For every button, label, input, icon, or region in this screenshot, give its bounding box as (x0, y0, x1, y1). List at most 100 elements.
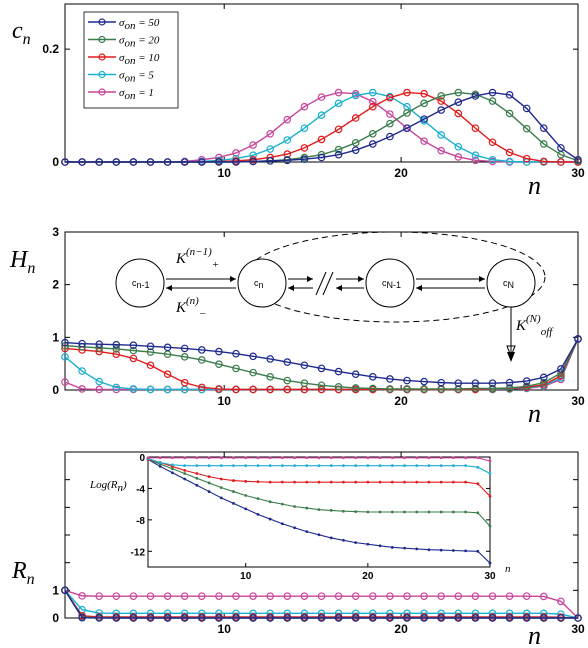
legend-entry-1: σon = 50 (119, 17, 160, 32)
data-point (574, 155, 582, 164)
data-point (334, 145, 343, 154)
legend-swatch-marker (98, 18, 106, 26)
inset-data-point (415, 456, 419, 460)
data-point (61, 586, 69, 595)
data-point (129, 346, 138, 355)
inset-data-point (244, 507, 248, 511)
data-point (351, 592, 360, 600)
inset-data-point (183, 468, 187, 472)
inset-data-point (390, 464, 394, 468)
data-point (283, 614, 292, 622)
data-point (437, 106, 446, 114)
inset-data-point (195, 464, 199, 468)
inset-data-point (451, 549, 455, 552)
k-off-label: K(N)off (515, 313, 554, 338)
data-point (522, 104, 531, 113)
inset-data-point (342, 480, 345, 484)
data-point (215, 158, 223, 166)
inset-data-point (244, 464, 248, 468)
arrow-back-1-head (166, 285, 172, 291)
data-point (471, 156, 480, 165)
inset-data-point (439, 456, 443, 460)
data-point (61, 158, 69, 166)
inset-data-point (329, 456, 333, 460)
inset-data-point (378, 480, 382, 484)
data-point (163, 158, 172, 166)
data-point (232, 385, 240, 394)
data-point (112, 345, 121, 353)
dashed-ellipse (244, 231, 546, 323)
data-point (471, 124, 480, 132)
y-tick-label: 0 (52, 611, 59, 625)
data-point (522, 154, 531, 163)
inset-x-tick-label: 10 (240, 571, 252, 582)
data-point (454, 109, 463, 118)
data-point (198, 356, 206, 364)
data-point (454, 379, 463, 387)
data-point (574, 335, 582, 343)
series-line-3 (64, 589, 579, 619)
inset-data-point (207, 490, 211, 493)
data-point (78, 158, 86, 166)
inset-y-tick-label: -8 (136, 516, 145, 527)
x-axis-label: n (528, 621, 541, 648)
x-tick-label: 10 (218, 622, 232, 636)
data-point (505, 378, 514, 387)
data-point (574, 614, 582, 622)
data-point (146, 361, 155, 370)
data-point (232, 149, 240, 157)
data-point (198, 385, 206, 394)
inset-data-point (366, 542, 370, 546)
data-point (488, 155, 497, 164)
data-point (368, 373, 377, 381)
inset-data-point (427, 456, 431, 460)
series-line-5 (64, 589, 579, 619)
data-point (471, 592, 480, 600)
inset-data-point (439, 548, 443, 552)
data-point (334, 125, 343, 134)
data-point (471, 92, 480, 100)
inset-data-point (158, 461, 162, 464)
arrow-back-3-head (336, 285, 342, 291)
inset-data-point (464, 480, 467, 484)
data-point (471, 614, 480, 622)
inset-y-tick-label: -12 (131, 547, 146, 558)
inset-data-point (293, 480, 296, 484)
data-point (420, 377, 428, 386)
data-point (539, 373, 548, 382)
node-label-2: cn (254, 278, 264, 290)
inset-data-point (256, 497, 260, 501)
inset-data-point (268, 480, 272, 484)
data-point (180, 614, 189, 622)
inset-data-point (256, 464, 260, 468)
data-point (266, 373, 275, 381)
inset-data-point (280, 502, 284, 506)
data-point (437, 378, 446, 387)
data-point (78, 367, 86, 375)
legend-entry-3: σon = 10 (119, 52, 160, 67)
inset-data-point (195, 472, 199, 475)
arrow-back-2-head (288, 285, 294, 291)
data-point (437, 131, 446, 139)
inset-data-point (219, 477, 223, 481)
data-point (300, 144, 309, 152)
inset-data-point (378, 544, 382, 548)
inset-data-point (232, 490, 235, 493)
data-point (437, 92, 446, 100)
inset-data-point (403, 456, 406, 460)
data-point (334, 614, 343, 622)
data-point (129, 385, 138, 393)
x-tick-label: 10 (218, 394, 232, 408)
data-point (334, 150, 343, 159)
data-point (129, 158, 138, 166)
inset-data-point (158, 465, 162, 468)
inset-y-axis-label: Log(Rn) (89, 479, 127, 494)
arrow-forward-3-head (358, 276, 364, 282)
inset-data-point (403, 480, 406, 484)
inset-data-point (183, 464, 187, 468)
y-axis-label: cn (12, 18, 31, 48)
inset-data-point (158, 456, 162, 460)
data-point (249, 368, 257, 377)
legend: σon = 50 σon = 20 σon = 10 σon = 5 σon = 1 (83, 11, 179, 109)
inset-data-point (366, 510, 370, 514)
